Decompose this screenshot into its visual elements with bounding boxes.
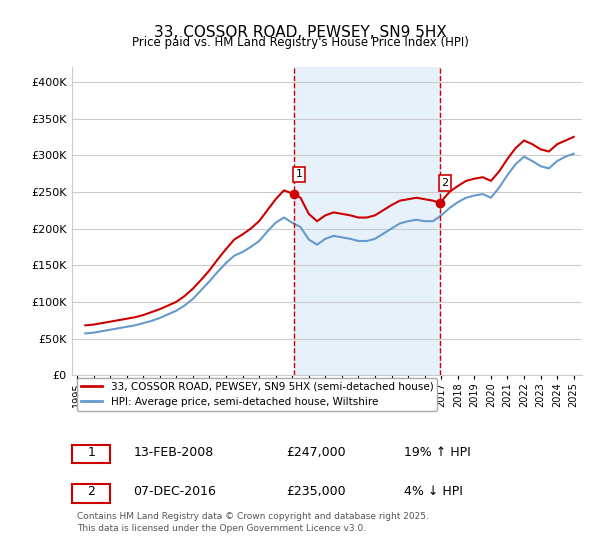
Text: Price paid vs. HM Land Registry's House Price Index (HPI): Price paid vs. HM Land Registry's House …: [131, 36, 469, 49]
Text: 19% ↑ HPI: 19% ↑ HPI: [404, 446, 470, 459]
Bar: [294, 67, 440, 375]
Text: 2: 2: [88, 485, 95, 498]
Legend: 33, COSSOR ROAD, PEWSEY, SN9 5HX (semi-detached house), HPI: Average price, semi: 33, COSSOR ROAD, PEWSEY, SN9 5HX (semi-d…: [77, 377, 437, 411]
FancyBboxPatch shape: [72, 445, 110, 463]
Text: 33, COSSOR ROAD, PEWSEY, SN9 5HX: 33, COSSOR ROAD, PEWSEY, SN9 5HX: [154, 25, 446, 40]
Text: 1: 1: [295, 170, 302, 179]
Text: Contains HM Land Registry data © Crown copyright and database right 2025.
This d: Contains HM Land Registry data © Crown c…: [77, 512, 429, 533]
Text: 2: 2: [442, 178, 449, 188]
FancyBboxPatch shape: [72, 484, 110, 502]
Text: £235,000: £235,000: [286, 485, 346, 498]
Text: 07-DEC-2016: 07-DEC-2016: [133, 485, 216, 498]
Text: 4% ↓ HPI: 4% ↓ HPI: [404, 485, 463, 498]
Text: 1: 1: [88, 446, 95, 459]
Text: £247,000: £247,000: [286, 446, 346, 459]
Text: 13-FEB-2008: 13-FEB-2008: [133, 446, 214, 459]
